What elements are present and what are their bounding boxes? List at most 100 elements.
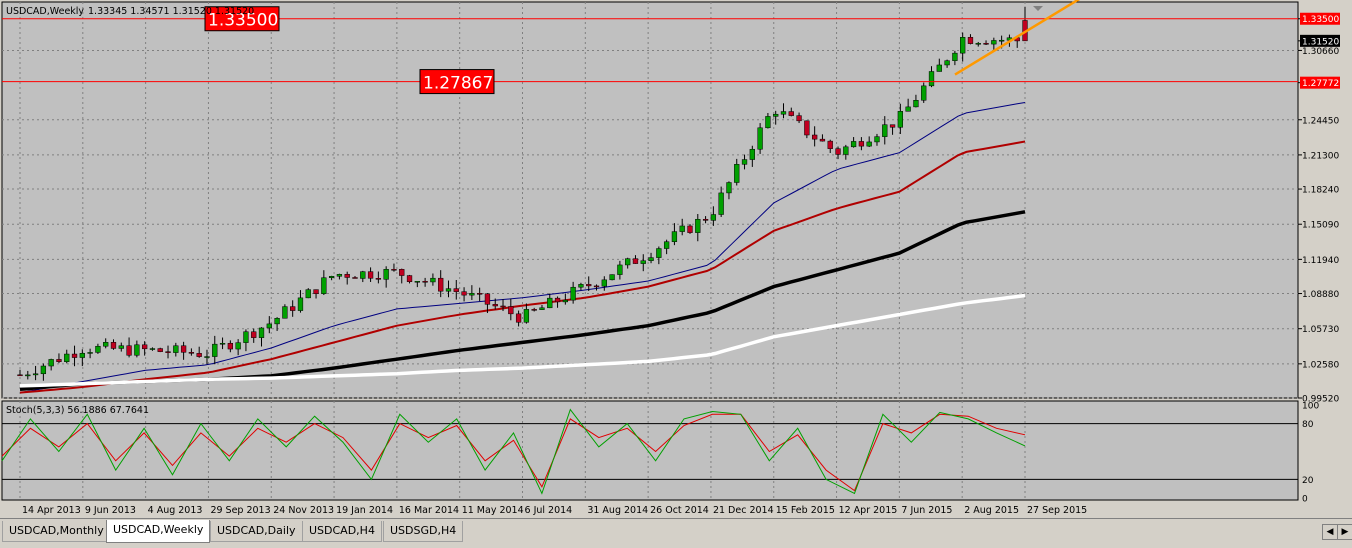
time-axis-label: 27 Sep 2015 (1027, 505, 1087, 516)
bear-candle (375, 278, 382, 280)
time-axis-label: 4 Aug 2013 (148, 505, 203, 516)
time-axis-label: 15 Feb 2015 (776, 505, 835, 516)
bull-candle (118, 345, 124, 349)
bear-candle (196, 353, 202, 357)
bull-candle (305, 289, 311, 299)
tab-scroll-left-button[interactable]: ◀ (1322, 524, 1338, 540)
bear-candle (477, 293, 483, 295)
bear-candle (983, 43, 989, 45)
bull-candle (866, 141, 872, 147)
bull-candle (882, 124, 888, 137)
bear-candle (632, 258, 639, 264)
bull-candle (843, 146, 849, 155)
moving-averages (19, 102, 1026, 394)
bear-candle (391, 269, 397, 271)
bull-candle (149, 348, 156, 350)
bull-candle (663, 241, 670, 249)
bull-candle (204, 356, 210, 358)
bull-candle (103, 342, 109, 347)
price-axis-label: 1.31520 (1302, 37, 1339, 47)
bull-candle (640, 260, 646, 264)
bear-candle (508, 306, 514, 315)
time-axis-label: 16 Mar 2014 (399, 505, 459, 516)
tab-usdcad-monthly[interactable]: USDCAD,Monthly (2, 521, 111, 542)
time-axis-label: 9 Jun 2013 (85, 505, 136, 516)
price-label-box (1300, 34, 1340, 47)
bull-candle (671, 231, 678, 242)
bear-candle (835, 148, 841, 155)
stochastic-lines (1, 408, 1026, 495)
bear-candle (827, 140, 833, 149)
bull-candle (850, 141, 857, 148)
bull-candle (718, 192, 724, 215)
bull-candle (445, 288, 452, 292)
time-axis-label: 19 Jan 2014 (336, 505, 393, 516)
bear-candle (251, 331, 257, 338)
stochastic-label: Stoch(5,3,3) 56.1886 67.7641 (6, 405, 149, 416)
tab-usdsgd-h4[interactable]: USDSGD,H4 (383, 521, 464, 542)
axes: 14 Apr 2013 9 Jun 2013 4 Aug 2013 29 Sep 20… (22, 6, 1340, 516)
time-axis-label: 29 Sep 2013 (210, 505, 270, 516)
tab-usdcad-h4[interactable]: USDCAD,H4 (302, 521, 382, 542)
bear-candle (554, 297, 561, 303)
bear-candle (71, 353, 78, 358)
bull-candle (243, 331, 249, 343)
bull-candle (991, 40, 997, 45)
bear-candle (422, 281, 428, 283)
bull-candle (601, 279, 607, 287)
price-axis-label: 1.33500 (1302, 15, 1339, 25)
bull-candle (695, 218, 701, 233)
bear-candle (438, 277, 444, 292)
bull-candle (219, 342, 226, 345)
bear-candle (344, 274, 350, 278)
bear-candle (17, 374, 23, 377)
price-axis-label: 1.08880 (1302, 290, 1339, 300)
bull-candle (757, 127, 763, 150)
bear-candle (593, 285, 600, 288)
price-panel[interactable] (1, 1, 1299, 399)
tab-scroll-right-button[interactable]: ▶ (1337, 524, 1352, 540)
tab-usdcad-daily[interactable]: USDCAD,Daily (210, 521, 303, 542)
bull-candle (134, 344, 140, 356)
bear-candle (157, 348, 163, 352)
bull-candle (874, 136, 880, 143)
bull-candle (952, 52, 958, 61)
bear-candle (796, 115, 802, 122)
price-label-box (1300, 76, 1340, 89)
bull-candle (928, 71, 935, 87)
price-axis-label: 1.27772 (1302, 79, 1339, 89)
bear-candle (858, 141, 865, 147)
time-axis-label: 12 Apr 2015 (839, 505, 898, 516)
time-axis-label: 21 Dec 2014 (713, 505, 774, 516)
bull-candle (648, 257, 654, 261)
bear-candle (687, 225, 693, 233)
price-axis-label: 1.05730 (1302, 325, 1339, 335)
stochastic-signal-line (1, 413, 1026, 492)
tab-usdcad-weekly[interactable]: USDCAD,Weekly (106, 520, 211, 543)
bull-candle (617, 264, 623, 275)
bull-candle (235, 342, 241, 350)
bull-candle (414, 281, 420, 283)
time-axis-label: 31 Aug 2014 (587, 505, 648, 516)
chart-tab-bar: USDCAD,Monthly USDCAD,Weekly USDCAD,Dail… (0, 518, 1352, 548)
stochastic-panel[interactable] (1, 400, 1299, 501)
bear-candle (399, 269, 405, 276)
bull-candle (656, 248, 662, 258)
bear-candle (290, 306, 296, 311)
bear-candle (500, 305, 506, 308)
horizontal-levels[interactable]: 1.33500 1.27867 (2, 0, 1298, 95)
bear-candle (515, 313, 522, 323)
stochastic-axis-label: 100 (1302, 402, 1319, 412)
bear-candle (126, 345, 132, 356)
bear-candle (531, 309, 537, 311)
bull-candle (297, 297, 304, 311)
moving-average-line (19, 102, 1026, 394)
price-axis-label: 1.24450 (1302, 116, 1339, 126)
bear-candle (142, 344, 148, 350)
price-axis-label: 0.99520 (1302, 395, 1339, 405)
time-axis-label: 2 Aug 2015 (964, 505, 1019, 516)
bear-candle (819, 138, 826, 142)
bull-candle (25, 374, 31, 377)
bull-candle (765, 116, 771, 129)
bull-candle (944, 60, 950, 66)
